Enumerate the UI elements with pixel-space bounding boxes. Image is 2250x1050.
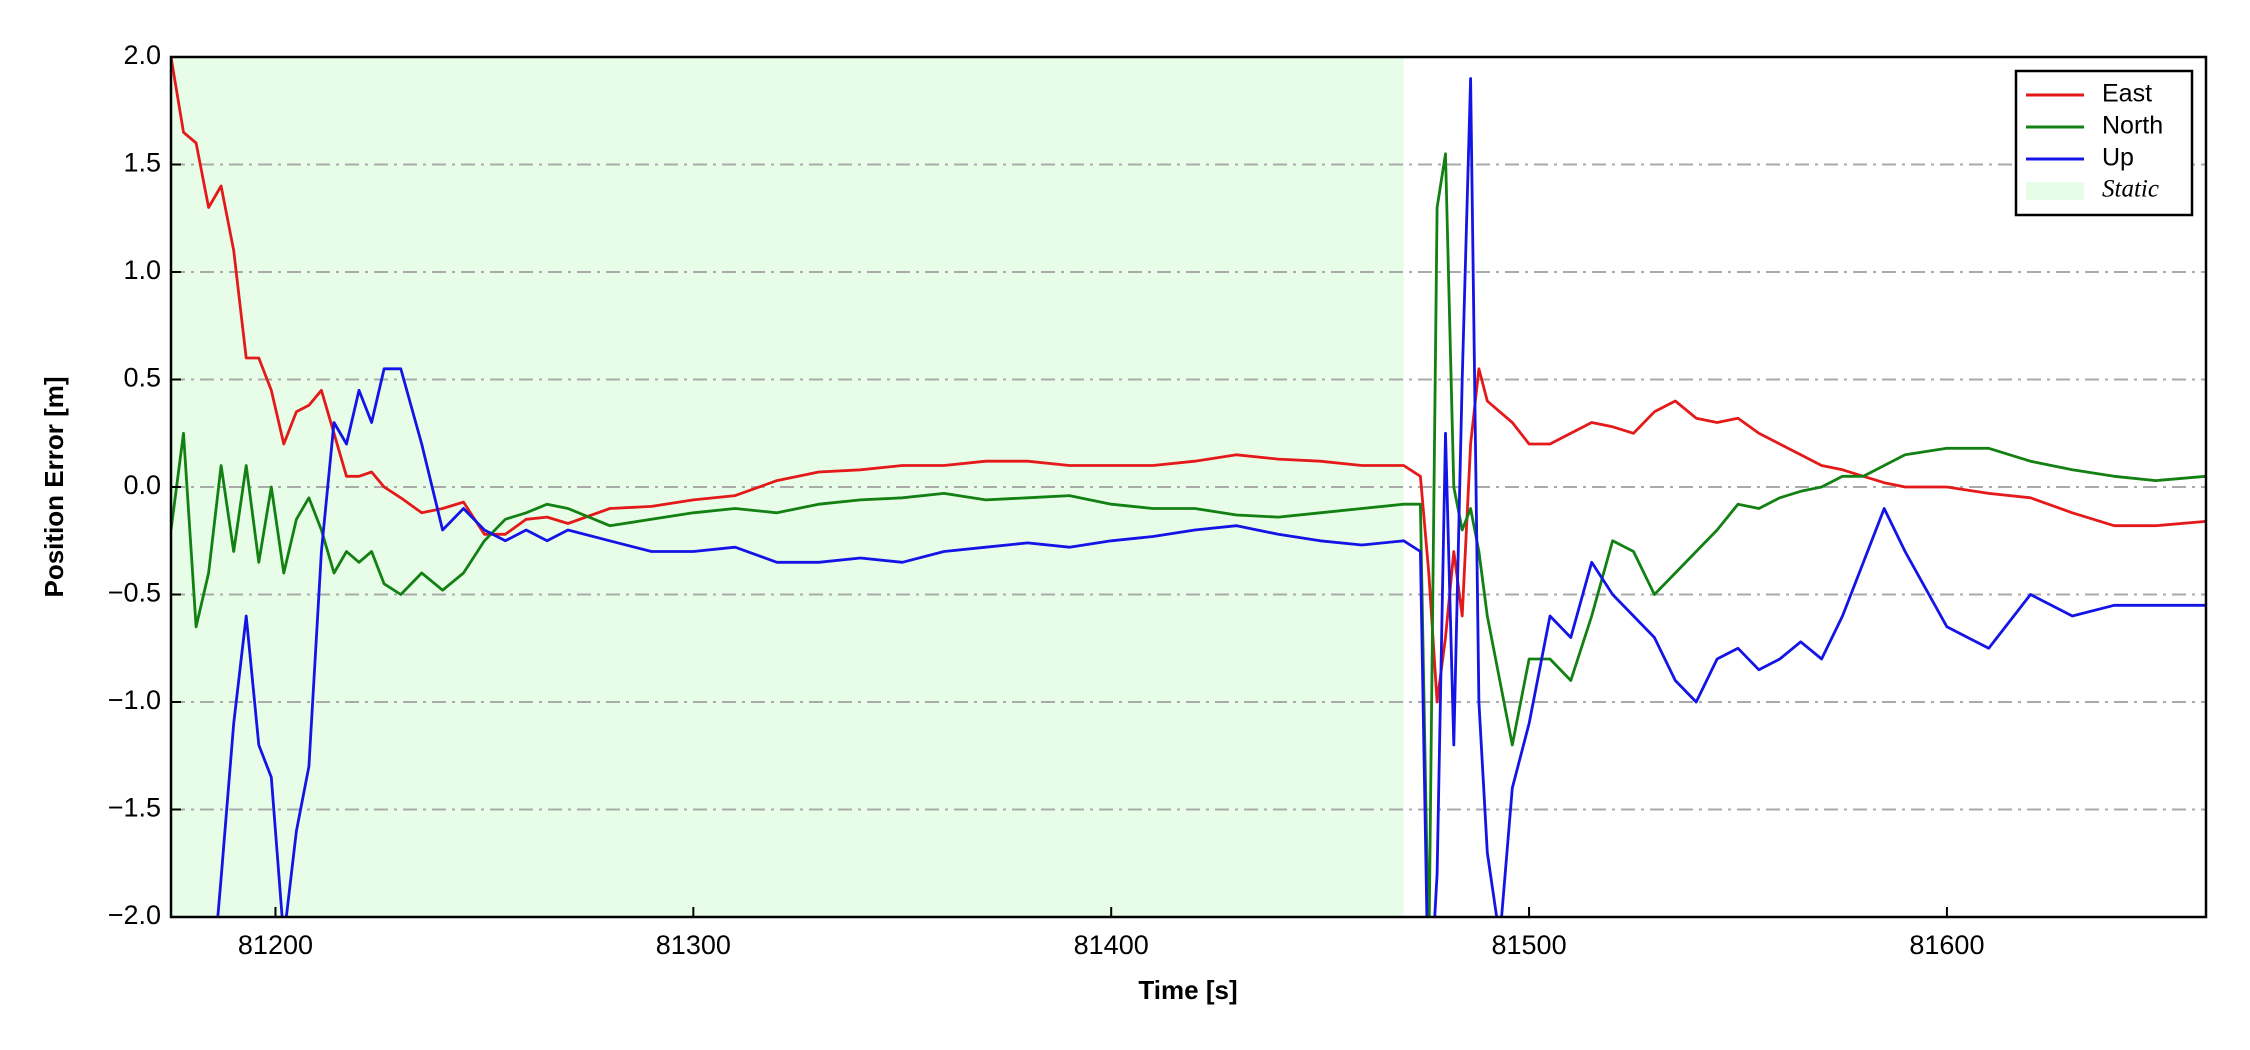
- legend-label: Static: [2102, 176, 2159, 203]
- y-tick-label: −1.5: [108, 793, 161, 823]
- y-axis-label: Position Error [m]: [39, 376, 69, 597]
- x-tick-label: 81500: [1492, 930, 1567, 960]
- x-tick-label: 81400: [1074, 930, 1149, 960]
- legend-label: Up: [2102, 144, 2134, 172]
- y-tick-label: 0.0: [123, 470, 161, 500]
- legend-swatch: [2026, 182, 2084, 200]
- series-line: [171, 57, 2206, 704]
- y-tick-label: −1.0: [108, 685, 161, 715]
- y-tick-label: 2.0: [123, 40, 161, 70]
- x-tick-label: 81600: [1909, 930, 1984, 960]
- y-tick-label: −2.0: [108, 900, 161, 930]
- series-line: [216, 77, 2206, 917]
- legend-label: East: [2102, 80, 2152, 108]
- legend: East North Up Static: [2014, 69, 2194, 217]
- legend-label: North: [2102, 112, 2163, 140]
- x-axis-label: Time [s]: [1138, 975, 1237, 1005]
- lines: [171, 57, 2206, 917]
- ticks: −2.0 −1.5 −1.0 −0.5 0.0 0.5 1.0 1.5 2.0 81200 8130…: [108, 40, 1985, 960]
- x-tick-label: 81300: [656, 930, 731, 960]
- y-tick-label: 1.5: [123, 148, 161, 178]
- y-tick-label: 0.5: [123, 363, 161, 393]
- y-tick-label: 1.0: [123, 255, 161, 285]
- y-tick-label: −0.5: [108, 578, 161, 608]
- series-line: [171, 152, 2206, 917]
- x-tick-label: 81200: [238, 930, 313, 960]
